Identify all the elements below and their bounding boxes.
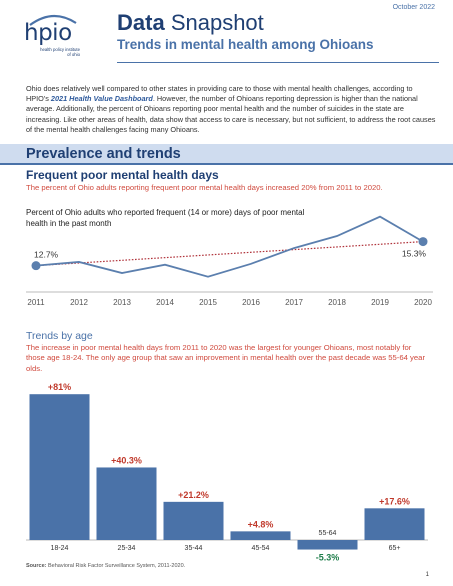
bar-25-34 (96, 467, 157, 540)
page-title: Data Snapshot (117, 10, 264, 35)
logo-subtitle: health policy institute of ohio (40, 47, 80, 57)
trend-line (35, 241, 424, 267)
bar-category-65+: 65+ (389, 545, 401, 552)
bar-category-35-44: 35-44 (185, 545, 203, 552)
section-heading-bar: Prevalence and trends (0, 144, 453, 165)
chart1-title: Frequent poor mental health days (26, 168, 219, 182)
title-block: Data Snapshot Trends in mental health am… (117, 10, 374, 52)
series-line (35, 215, 424, 278)
bar-category-25-34: 25-34 (118, 545, 136, 552)
dashboard-link[interactable]: 2021 Health Value Dashboard (50, 94, 153, 104)
logo-text: hpio (24, 20, 72, 46)
x-tick-label-2011: 2011 (27, 298, 45, 307)
page-number: 1 (425, 572, 429, 578)
section-heading: Prevalence and trends (26, 146, 181, 162)
title-divider (117, 62, 439, 63)
bar-value-65+: +17.6% (379, 496, 410, 506)
data-label-first: 12.7% (34, 250, 59, 260)
bar-45-54 (230, 531, 291, 540)
x-tick-label-2013: 2013 (113, 298, 131, 307)
x-tick-label-2012: 2012 (70, 298, 88, 307)
bar-category-18-24: 18-24 (51, 545, 69, 552)
data-point-2020 (418, 237, 428, 247)
bar-65+ (364, 508, 425, 540)
x-tick-label-2018: 2018 (328, 298, 346, 307)
x-tick-label-2017: 2017 (285, 298, 303, 307)
hpio-logo: hpio health policy institute of ohio (24, 14, 80, 57)
x-tick-label-2019: 2019 (371, 298, 389, 307)
chart1-description: The percent of Ohio adults reporting fre… (26, 183, 383, 192)
bar-category-55-64: 55-64 (319, 530, 337, 537)
section2-title: Trends by age (26, 330, 93, 342)
data-label-last: 15.3% (402, 249, 427, 259)
page-subtitle: Trends in mental health among Ohioans (117, 37, 374, 52)
bar-value-18-24: +81% (48, 382, 71, 392)
chart1-label: Percent of Ohio adults who reported freq… (26, 208, 305, 228)
bar-35-44 (163, 501, 224, 540)
x-tick-label-2020: 2020 (414, 298, 432, 307)
bar-18-24 (29, 394, 90, 540)
bar-55-64 (297, 540, 358, 550)
bar-value-55-64: -5.3% (316, 553, 340, 563)
logo-arc-icon (29, 14, 77, 26)
bar-value-45-54: +4.8% (248, 519, 274, 529)
intro-paragraph: Ohio does relatively well compared to ot… (26, 84, 436, 134)
x-tick-label-2014: 2014 (156, 298, 174, 307)
x-tick-label-2016: 2016 (242, 298, 260, 307)
bar-value-25-34: +40.3% (111, 455, 142, 465)
x-tick-label-2015: 2015 (199, 298, 217, 307)
bar-category-45-54: 45-54 (252, 545, 270, 552)
section2-description: The increase in poor mental health days … (26, 343, 426, 373)
data-point-2011 (31, 261, 41, 271)
source-note: Source: Behavioral Risk Factor Surveilla… (26, 563, 186, 569)
bar-value-35-44: +21.2% (178, 490, 209, 500)
report-date: October 2022 (392, 4, 435, 11)
